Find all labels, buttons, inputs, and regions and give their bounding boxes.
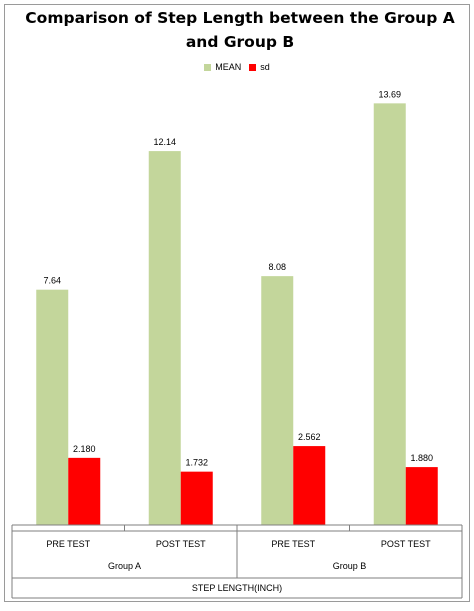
bar-sd-1 bbox=[180, 471, 213, 525]
data-label-mean-1: 12.14 bbox=[153, 137, 176, 147]
axis-title: STEP LENGTH(INCH) bbox=[192, 583, 282, 593]
data-label-mean-3: 13.69 bbox=[378, 89, 401, 99]
legend-swatch-sd bbox=[249, 63, 257, 71]
bar-mean-0 bbox=[36, 289, 69, 525]
data-label-sd-3: 1.880 bbox=[410, 453, 433, 463]
bar-mean-2 bbox=[261, 276, 294, 525]
data-label-sd-2: 2.562 bbox=[298, 432, 321, 442]
group-label-1: Group B bbox=[333, 561, 367, 571]
legend-label-sd: sd bbox=[260, 62, 270, 72]
bar-mean-1 bbox=[148, 151, 181, 525]
category-label-0: PRE TEST bbox=[46, 539, 90, 549]
bar-mean-3 bbox=[373, 103, 406, 526]
data-label-sd-1: 1.732 bbox=[185, 458, 208, 468]
legend-item-mean: MEAN bbox=[204, 62, 241, 72]
bar-sd-3 bbox=[405, 467, 438, 525]
data-label-mean-2: 8.08 bbox=[268, 262, 286, 272]
data-label-sd-0: 2.180 bbox=[73, 444, 96, 454]
data-label-mean-0: 7.64 bbox=[43, 276, 61, 286]
chart-legend: MEAN sd bbox=[0, 62, 474, 72]
bar-sd-0 bbox=[68, 457, 101, 525]
chart-title: Comparison of Step Length between the Gr… bbox=[25, 9, 455, 51]
legend-item-sd: sd bbox=[249, 62, 270, 72]
category-label-1: POST TEST bbox=[156, 539, 206, 549]
category-label-2: PRE TEST bbox=[271, 539, 315, 549]
group-label-0: Group A bbox=[108, 561, 141, 571]
legend-swatch-mean bbox=[204, 63, 212, 71]
bar-sd-2 bbox=[293, 446, 326, 525]
legend-label-mean: MEAN bbox=[215, 62, 242, 72]
category-label-3: POST TEST bbox=[381, 539, 431, 549]
